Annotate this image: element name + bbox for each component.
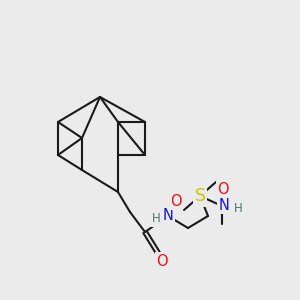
Text: H: H (234, 202, 242, 215)
Text: O: O (156, 254, 168, 268)
Text: N: N (163, 208, 173, 223)
Text: O: O (170, 194, 182, 208)
Text: O: O (217, 182, 229, 197)
Text: N: N (219, 197, 230, 212)
Text: H: H (152, 212, 160, 226)
Text: S: S (194, 187, 206, 205)
